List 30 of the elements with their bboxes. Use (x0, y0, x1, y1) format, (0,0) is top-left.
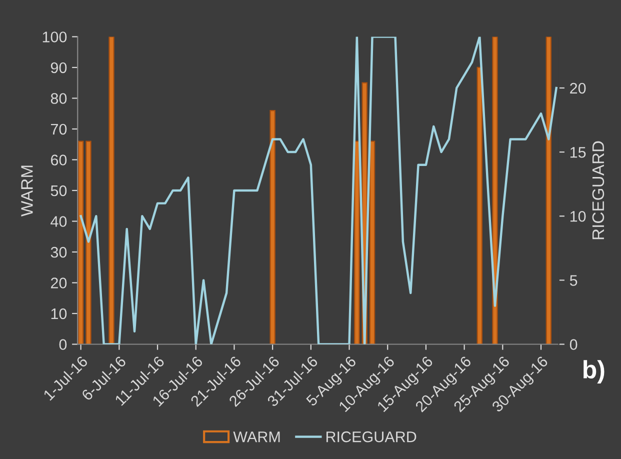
legend-label: WARM (233, 432, 280, 442)
y-tick-label: 80 (50, 93, 67, 104)
y-tick-label: 90 (50, 62, 67, 74)
y-tick-label: 60 (50, 154, 67, 166)
y-tick-label: 70 (51, 124, 67, 135)
y2-axis-title: RICEGUARD (592, 141, 604, 240)
y-axis-title: WARM (21, 166, 33, 216)
bar (369, 140, 376, 344)
y-tick-label: 40 (50, 216, 67, 227)
y2-tick-label: 0 (570, 339, 578, 350)
y-tick-label: 10 (51, 308, 67, 320)
y2-tick-label: 20 (570, 82, 586, 94)
text: b) (584, 360, 604, 384)
bar (546, 36, 552, 344)
bar (492, 36, 498, 344)
line-series (80, 36, 558, 344)
y-tick-label: 20 (50, 278, 67, 288)
y2-tick-label: 10 (570, 210, 586, 222)
bar (86, 140, 92, 344)
legend-label: RICEGUARD (326, 431, 416, 442)
bar (476, 66, 482, 344)
y2-tick-label: 15 (570, 147, 586, 158)
bar (108, 36, 114, 344)
y2-tick-label: 5 (570, 275, 578, 286)
y-tick-label: 30 (50, 246, 67, 258)
y-tick-label: 100 (42, 32, 67, 42)
y-tick-label: 50 (50, 185, 67, 196)
y-tick-label: 0 (59, 339, 67, 350)
bar (78, 140, 84, 344)
bar (270, 110, 276, 344)
